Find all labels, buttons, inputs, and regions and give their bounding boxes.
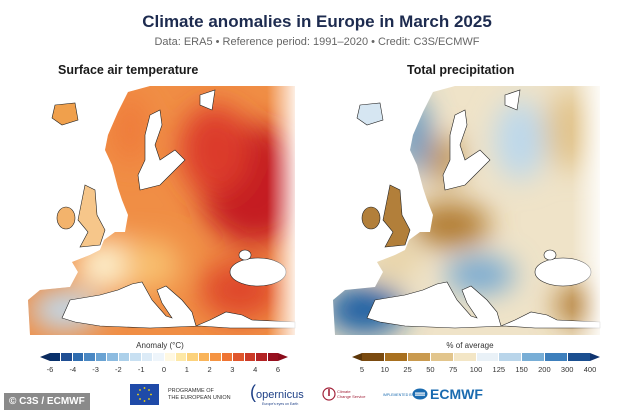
- colorbar-swatch: [198, 353, 210, 361]
- c3s-text-line-1: Climate: [337, 389, 351, 394]
- colorbar-swatch: [267, 353, 279, 361]
- colorbar-swatch: [384, 353, 407, 361]
- colorbar-swatch: [118, 353, 130, 361]
- colorbar-swatch: [164, 353, 175, 361]
- eu-flag-icon: [130, 384, 159, 405]
- colorbar-swatch: [210, 353, 221, 361]
- colorbar-swatch: [499, 353, 522, 361]
- colorbar-tick-label: -2: [115, 365, 122, 374]
- colorbar-tick-label: 3: [230, 365, 235, 374]
- colorbar-tick-label: 6: [275, 365, 281, 374]
- colorbar-swatch: [141, 353, 153, 361]
- colorbar-tick-label: 300: [560, 365, 574, 374]
- colorbar-swatch: [362, 353, 384, 361]
- colorbar-swatch: [84, 353, 95, 361]
- colorbar-swatch: [256, 353, 267, 361]
- copernicus-wordmark: opernicus: [256, 389, 304, 401]
- temperature-anomaly-map: [25, 85, 300, 335]
- c3s-text: Climate Change Service: [337, 389, 365, 399]
- colorbar-swatch: [107, 353, 118, 361]
- colorbar-swatch: [61, 353, 72, 361]
- eu-programme-text: PROGRAMME OF THE EUROPEAN UNION: [168, 388, 231, 402]
- ecmwf-wordmark: ECMWF: [430, 386, 483, 402]
- colorbar-tick-label: 1: [184, 365, 189, 374]
- c3s-text-line-2: Change Service: [337, 394, 366, 399]
- colorbar-swatch: [407, 353, 430, 361]
- colorbar-tick-label: 75: [449, 365, 458, 374]
- colorbar-swatch: [221, 353, 233, 361]
- colorbar-tick-label: 2: [207, 365, 212, 374]
- colorbar-swatch: [175, 353, 187, 361]
- implemented-by-text: IMPLEMENTED BY: [383, 393, 414, 397]
- precipitation-percent-map: [330, 85, 605, 335]
- precipitation-map-title: Total precipitation: [407, 63, 515, 77]
- colorbar-swatch: [72, 353, 84, 361]
- colorbar-tick-label: -6: [46, 365, 54, 374]
- colorbar-swatch: [50, 353, 61, 361]
- temperature-map-title: Surface air temperature: [58, 63, 199, 77]
- colorbar-tick-label: 25: [403, 365, 412, 374]
- legend-low-arrow: [40, 353, 50, 361]
- colorbar-tick-label: 4: [253, 365, 258, 374]
- temperature-legend-title: Anomaly (°C): [136, 341, 184, 350]
- copyright-credit: © C3S / ECMWF: [4, 393, 90, 410]
- ecmwf-logo-icon: [412, 388, 428, 400]
- colorbar-swatch: [430, 353, 453, 361]
- colorbar-tick-label: 200: [538, 365, 551, 374]
- colorbar-swatch: [95, 353, 107, 361]
- colorbar-tick-label: -4: [69, 365, 77, 374]
- eu-text-line-2: THE EUROPEAN UNION: [168, 395, 231, 401]
- climate-change-service-icon: [322, 387, 336, 401]
- colorbar-swatch: [545, 353, 568, 361]
- copernicus-tagline: Europe's eyes on Earth: [262, 402, 299, 406]
- page-title: Climate anomalies in Europe in March 202…: [142, 12, 492, 31]
- colorbar-swatch: [476, 353, 499, 361]
- precipitation-colorbar: [362, 353, 591, 361]
- copernicus-logo: (opernicus: [250, 382, 304, 402]
- colorbar-swatch: [153, 353, 164, 361]
- colorbar-swatch: [187, 353, 198, 361]
- page-subtitle: Data: ERA5 • Reference period: 1991–2020…: [154, 36, 480, 48]
- temperature-colorbar: [50, 353, 279, 361]
- colorbar-tick-label: 0: [161, 365, 167, 374]
- colorbar-tick-label: -1: [137, 365, 145, 374]
- colorbar-swatch: [522, 353, 545, 361]
- colorbar-tick-label: 100: [469, 365, 483, 374]
- colorbar-swatch: [453, 353, 476, 361]
- colorbar-swatch: [233, 353, 244, 361]
- colorbar-swatch: [568, 353, 591, 361]
- precipitation-legend-title: % of average: [446, 341, 494, 350]
- eu-text-line-1: PROGRAMME OF: [168, 388, 214, 394]
- colorbar-tick-label: 5: [359, 365, 365, 374]
- legend-low-arrow: [352, 353, 362, 361]
- legend-high-arrow: [590, 353, 600, 361]
- colorbar-swatch: [130, 353, 141, 361]
- colorbar-tick-label: -3: [92, 365, 99, 374]
- colorbar-tick-label: 125: [492, 365, 506, 374]
- colorbar-tick-label: 150: [515, 365, 528, 374]
- colorbar-tick-label: 50: [426, 365, 435, 374]
- legend-high-arrow: [278, 353, 288, 361]
- colorbar-swatch: [244, 353, 256, 361]
- colorbar-tick-label: 10: [380, 365, 389, 374]
- colorbar-tick-label: 400: [583, 365, 597, 374]
